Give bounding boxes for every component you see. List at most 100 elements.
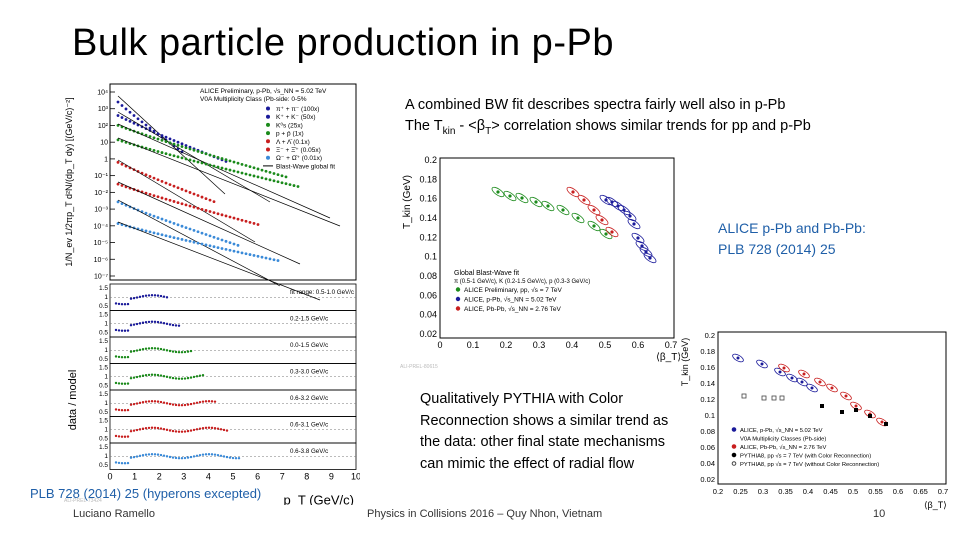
spectra-data-point [244,219,248,223]
ratio-tick-label: 0.5 [99,436,108,443]
spectra-data-point [188,204,192,208]
ratio-data-point [141,374,145,377]
ratio-data-point [186,376,190,380]
ratio-data-point [132,429,136,432]
spectra-y-tick-label: 10³ [98,106,109,113]
ratio-data-point [117,435,121,438]
ratio-data-point [198,453,202,457]
spectra-data-point [232,242,236,246]
spectra-x-tick-label: 0 [107,472,112,482]
tkin-right-y-tick-label: 0.2 [705,331,715,340]
ratio-data-point [216,427,220,430]
ratio-data-point [195,401,199,404]
tkin-left-data-point [496,190,500,194]
ratio-data-point [174,350,178,354]
reference-ppb-pbpb-line-1: ALICE p-Pb and Pb-Pb: [718,220,866,236]
spectra-data-point [116,200,120,204]
spectra-data-point [240,218,244,222]
spectra-data-point [160,179,164,183]
tkin-right-contour [786,373,798,383]
tkin-right-x-tick-label: 0.5 [848,487,858,496]
ratio-data-point [168,429,172,432]
spectra-data-point [236,170,240,174]
ratio-data-point [132,402,136,406]
tkin-right-x-tick-label: 0.35 [778,487,793,496]
ratio-fit-range-label: 0.3-3.0 GeV/c [290,369,328,376]
ratio-tick-label: 1 [104,374,108,381]
slide-title: Bulk particle production in p-Pb [72,22,614,64]
ratio-data-point [201,373,205,377]
spectra-data-point [160,151,164,154]
ratio-data-point [126,382,130,385]
ratio-data-point [204,400,208,403]
reference-ppb-pbpb-line-2: PLB 728 (2014) 25 [718,241,836,257]
ratio-fit-range-label: 0.6-3.8 GeV/c [290,448,328,455]
ratio-data-point [171,403,175,406]
tkin-right-y-axis-label: T_kin (GeV) [680,338,690,387]
tkin-right-data-point [790,376,794,380]
tkin-right-data-point [802,372,806,376]
spectra-data-point [236,243,240,247]
spectra-data-point [196,241,200,245]
ratio-data-point [165,428,169,432]
tkin-right-y-tick-label: 0.16 [700,363,715,372]
ratio-data-point [180,351,184,354]
tkin-left-data-point [520,196,524,200]
ratio-data-point [117,329,121,332]
spectra-data-point [268,170,272,174]
tkin-right-contour [778,363,790,373]
tkin-left-y-tick-label: 0.14 [419,213,437,223]
tkin-left-contour [623,210,637,222]
spectra-data-point [148,192,152,196]
spectra-x-tick-label: 1 [132,472,137,482]
spectra-y-tick-label: 1 [104,156,108,163]
spectra-data-point [184,157,188,161]
spectra-x-tick-label: 5 [230,472,235,482]
ratio-data-point [123,462,127,465]
spectra-data-point [264,256,268,260]
ratio-tick-label: 1.5 [99,312,108,319]
spectra-data-point [204,197,208,200]
spectra-data-point [148,147,152,151]
spectra-data-point [196,206,200,210]
ratio-data-point [156,453,160,456]
ratio-data-point [189,455,193,459]
spectra-data-point [220,213,224,217]
tkin-left-contour [529,196,543,208]
ratio-data-point [183,430,187,433]
spectra-data-point [220,247,224,250]
spectra-data-point [168,183,172,186]
ratio-data-point [189,402,193,406]
spectra-data-point [208,153,212,157]
ratio-data-point [153,426,157,430]
ratio-data-point [186,350,190,353]
spectra-data-point [236,217,240,221]
ratio-data-point [162,321,166,325]
spectra-legend-entry: K⁰s (25x) [276,121,303,129]
ratio-data-point [183,456,187,460]
spectra-data-point [180,224,184,228]
ratio-data-point [174,456,178,460]
ratio-data-point [129,323,133,327]
ratio-data-point [144,427,148,430]
ratio-data-point [153,400,157,403]
spectra-x-tick-label: 8 [304,472,309,482]
spectra-data-point [152,149,156,152]
tkin-left-legend-marker [455,296,461,302]
ratio-data-point [123,435,127,438]
spectra-y-tick-label: 10 [100,140,108,147]
spectra-legend-entry: Λ + Λ̄ (0.1x) [276,139,310,146]
ratio-data-point [117,302,121,306]
ratio-tick-label: 1.5 [99,444,108,451]
spectra-y-tick-label: 10⁴ [97,90,108,97]
ratio-tick-label: 1.5 [99,418,108,425]
ratio-tick-label: 1.5 [99,338,108,345]
spectra-data-point [212,211,216,215]
ratio-data-point [228,456,232,459]
ratio-data-point [141,321,145,324]
ratio-data-point [120,435,124,438]
ratio-data-point [126,302,130,306]
tkin-beta-plot-right: 0.2 0.18 0.16 0.14 0.12 0.1 0.08 0.06 0.04 0.02 0.… [680,331,948,510]
tkin-beta-figure-left: 0.2 0.18 0.16 0.14 0.12 0.1 0.08 0.06 0.04 0.02 0 0… [398,152,680,372]
ratio-data-point [147,294,151,297]
